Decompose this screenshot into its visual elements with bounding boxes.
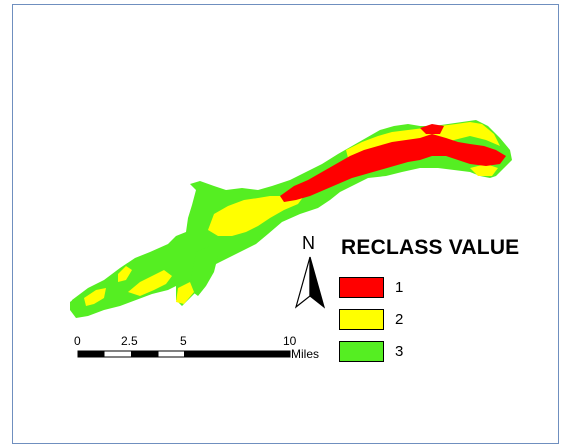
green-main-corridor <box>70 120 512 318</box>
yellow-left-patch <box>84 288 106 306</box>
scale-tick-10: 10 <box>283 334 297 348</box>
red-top-patch <box>420 124 444 134</box>
scale-units-label: Miles <box>291 347 320 361</box>
legend-title: RECLASS VALUE <box>341 236 520 259</box>
map-canvas <box>70 120 512 358</box>
yellow-center-patch <box>232 216 252 230</box>
green-side-lobe <box>190 246 218 296</box>
legend-label-2: 2 <box>395 311 404 328</box>
scale-tick-0: 0 <box>74 334 81 348</box>
red-main-band <box>280 134 506 202</box>
legend-swatch-2 <box>339 309 384 330</box>
legend-swatch-3 <box>339 341 384 362</box>
yellow-lower-band <box>128 270 172 296</box>
yellow-right-tail <box>470 164 498 176</box>
legend-swatch-1 <box>339 277 384 298</box>
map-layout-frame <box>12 4 559 444</box>
scale-tick-5: 5 <box>180 334 187 348</box>
scale-bar <box>77 350 291 358</box>
yellow-middle-band <box>208 192 304 236</box>
scale-tick-2-5: 2.5 <box>121 334 138 348</box>
green-tail-left <box>70 296 82 312</box>
legend-label-1: 1 <box>395 279 404 296</box>
north-arrow-label: N <box>302 233 315 253</box>
north-arrow-icon <box>294 256 326 309</box>
class-1-region <box>280 124 506 202</box>
red-small-patch <box>346 164 360 176</box>
yellow-side-patch <box>176 282 194 304</box>
yellow-left-patch-2 <box>118 266 132 282</box>
class-3-region <box>70 120 512 318</box>
legend-label-3: 3 <box>395 343 404 360</box>
